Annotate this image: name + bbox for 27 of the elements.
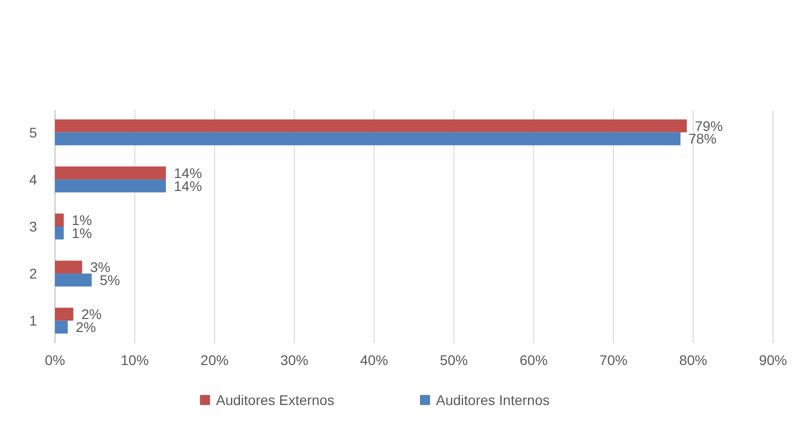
y-tick-label: 5	[29, 124, 38, 140]
bar	[55, 320, 68, 334]
bar	[55, 308, 74, 321]
y-tick-label: 3	[29, 218, 38, 234]
y-tick-label: 4	[29, 171, 38, 188]
x-tick-label: 70%	[599, 352, 628, 368]
x-tick-label: 90%	[758, 352, 788, 368]
bar	[55, 214, 64, 226]
bar	[55, 260, 82, 274]
x-tick-label: 60%	[520, 352, 548, 368]
bar	[55, 226, 64, 240]
y-tick-label: 2	[29, 265, 38, 282]
bar	[55, 132, 680, 146]
x-tick-label: 40%	[360, 352, 388, 368]
bar	[55, 166, 166, 180]
x-tick-label: 80%	[679, 352, 708, 368]
bar	[55, 179, 166, 192]
x-tick-label: 0%	[44, 352, 66, 368]
legend-label: Auditores Internos	[436, 392, 550, 408]
x-tick-label: 50%	[440, 352, 468, 368]
legend-label: Auditores Externos	[216, 392, 334, 408]
bar	[55, 274, 92, 287]
bar	[55, 119, 687, 132]
x-tick-label: 30%	[280, 352, 308, 368]
x-tick-label: 20%	[200, 352, 229, 368]
x-tick-label: 10%	[120, 352, 149, 368]
y-tick-label: 1	[29, 312, 38, 329]
